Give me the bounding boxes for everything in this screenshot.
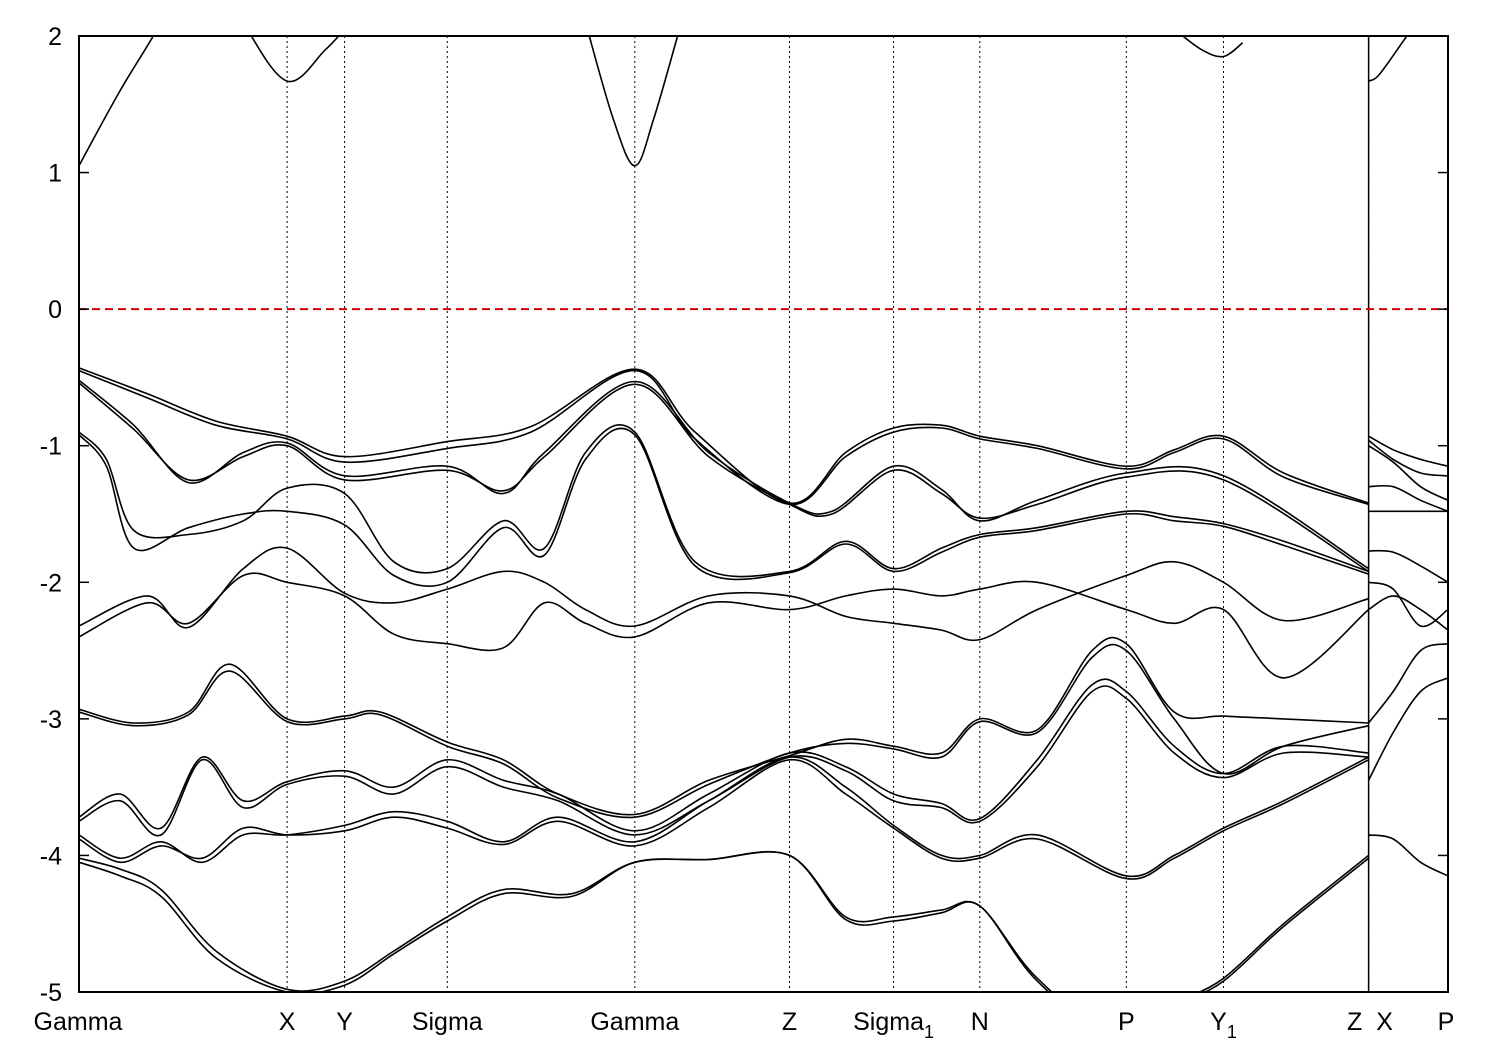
band-line-16 [79, 36, 340, 167]
band-line-27 [1368, 595, 1448, 631]
band-line-23 [1368, 484, 1448, 513]
y-tick-label: -2 [40, 569, 62, 597]
band-line-9 [79, 643, 1369, 819]
x-tick-label: Gamma [34, 1008, 123, 1036]
x-tick-label: X [279, 1008, 296, 1036]
x-tick-label: P [1118, 1008, 1135, 1036]
band-line-8 [79, 636, 1369, 816]
band-line-25 [1368, 549, 1448, 583]
band-line-1 [79, 369, 1369, 506]
y-tick-label: -1 [40, 433, 62, 461]
band-line-15 [79, 850, 1370, 992]
band-lines [79, 36, 1448, 992]
x-tick-label: Y1 [1210, 1008, 1237, 1042]
band-line-5 [79, 427, 1369, 587]
band-line-10 [79, 678, 1369, 832]
x-tick-label: N [971, 1008, 989, 1036]
x-tick-label: Sigma [412, 1008, 483, 1036]
x-tick-label: X [1376, 1008, 1393, 1036]
y-tick-label: 0 [48, 296, 62, 324]
band-line-21 [1368, 439, 1448, 477]
band-line-18 [1181, 36, 1244, 58]
y-tick-label: 1 [48, 160, 62, 188]
kpoint-gridlines [286, 36, 1370, 992]
band-line-7 [79, 572, 1370, 679]
x-axis: Gamma X Y Sigma Gamma Z Sigma1 N P Y1 Z X P [34, 1008, 1455, 1042]
band-line-20 [1368, 435, 1448, 467]
y-tick-label: 2 [48, 23, 62, 51]
band-line-22 [1368, 445, 1448, 502]
plot-frame [78, 35, 1449, 993]
band-line-28 [1367, 642, 1448, 724]
band-line-14 [79, 851, 1370, 992]
y-tick-label: -3 [40, 706, 62, 734]
band-line-19 [1368, 36, 1408, 82]
x-tick-label: Z [1347, 1008, 1362, 1036]
band-line-17 [588, 36, 679, 167]
y-tick-label: -4 [40, 842, 62, 870]
band-line-4 [79, 424, 1369, 578]
band-line-3 [79, 382, 1370, 573]
band-line-12 [79, 756, 1369, 878]
band-line-13 [79, 758, 1369, 880]
x-tick-label: Sigma1 [853, 1008, 934, 1042]
x-tick-label: Gamma [590, 1008, 679, 1036]
band-line-30 [1368, 834, 1448, 877]
x-tick-label: P [1438, 1008, 1455, 1036]
band-line-29 [1367, 677, 1448, 781]
y-axis: -5 -4 -3 -2 -1 0 1 2 [40, 23, 1448, 1007]
x-tick-label: Z [782, 1008, 797, 1036]
band-line-11 [79, 685, 1369, 837]
band-line-2 [79, 379, 1370, 570]
y-tick-label: -5 [40, 979, 62, 1007]
x-tick-label: Y [336, 1008, 353, 1036]
band-line-6 [79, 546, 1369, 642]
